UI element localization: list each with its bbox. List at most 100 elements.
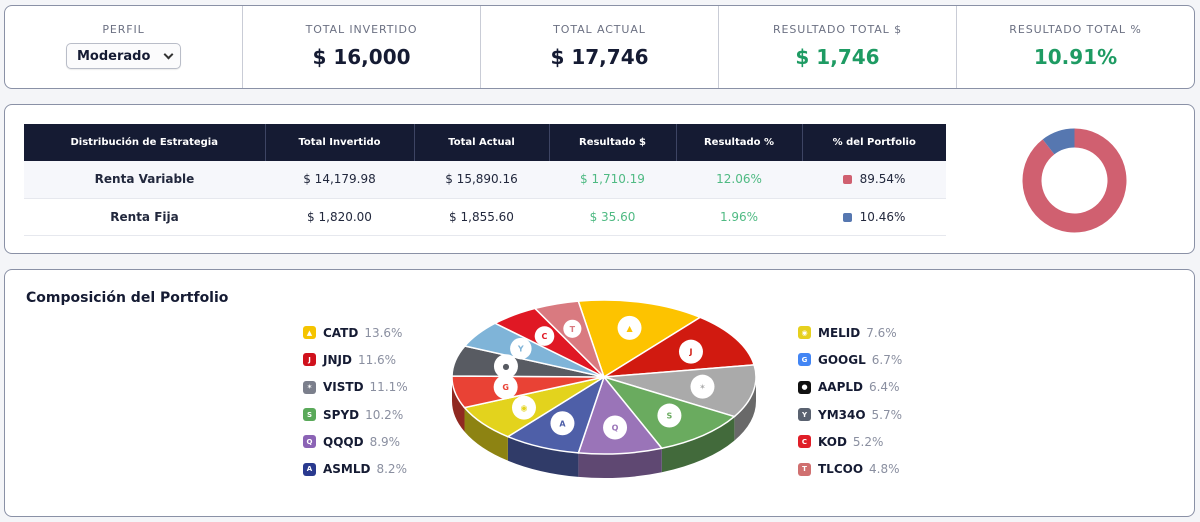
row-portfolio-pct: 10.46% — [859, 209, 906, 224]
legend-item-vistd[interactable]: ✶ VISTD 11.1% — [303, 374, 408, 401]
col-header-result: Resultado $ — [549, 124, 677, 161]
mercadolibre-icon — [511, 395, 536, 420]
row-portfolio-pct: 89.54% — [859, 172, 906, 187]
yum-icon: Y — [798, 408, 811, 422]
pie-logo-glyph: Q — [612, 424, 619, 433]
spdr-icon — [657, 403, 682, 428]
pie-side-melid — [464, 407, 508, 461]
legend-pct: 7.6% — [866, 325, 897, 340]
legend-pct: 4.8% — [869, 462, 900, 477]
profile-label: PERFIL — [102, 23, 145, 36]
composition-card: Composición del Portfolio ▲ CATD 13.6% J JNJ… — [4, 269, 1195, 517]
pie-logo-glyph: G — [502, 383, 509, 392]
legend-item-tlcoo[interactable]: T TLCOO 4.8% — [798, 455, 902, 482]
legend-pct: 8.2% — [376, 462, 407, 477]
legend-pct: 6.4% — [868, 380, 900, 395]
legend-item-googl[interactable]: G GOOGL 6.7% — [798, 346, 902, 373]
composition-title: Composición del Portfolio — [26, 290, 229, 306]
legend-item-qqqd[interactable]: Q QQQD 8.9% — [303, 428, 408, 455]
legend-right: ◉ MELID 7.6% G GOOGL 6.7% ● AAPLD 6.4% Y YM34O 5.7%… — [798, 319, 902, 483]
profile-select-value: Moderado — [77, 48, 151, 64]
pie-logo-glyph: A — [559, 419, 566, 428]
caterpillar-icon — [617, 315, 642, 340]
pie-logo-glyph: ▲ — [626, 324, 633, 333]
spdr-icon: S — [303, 408, 316, 422]
cocacola-icon — [534, 326, 555, 346]
pie-logo-glyph: T — [570, 325, 576, 334]
yum-icon — [510, 337, 532, 360]
pie-slice-jnjd[interactable] — [603, 316, 756, 378]
google-icon — [493, 375, 518, 400]
row-portfolio-pct-cell: 89.54% — [802, 161, 946, 199]
google-icon: G — [798, 353, 811, 367]
row-result: $ 1,710.19 — [549, 161, 676, 199]
legend-item-asmld[interactable]: A ASMLD 8.2% — [303, 455, 408, 482]
table-row: Renta Fija $ 1,820.00 $ 1,855.60 $ 35.60… — [24, 198, 946, 236]
profile-select[interactable]: Moderado — [66, 43, 181, 69]
legend-pct: 11.1% — [369, 380, 408, 395]
legend-item-ym34o[interactable]: Y YM34O 5.7% — [798, 401, 902, 428]
pie-side-vistd — [734, 377, 756, 441]
legend-ticker: VISTD — [323, 380, 364, 395]
legend-item-spyd[interactable]: S SPYD 10.2% — [303, 401, 408, 428]
telecom-icon: T — [798, 462, 811, 476]
summary-card: PERFIL Moderado TOTAL INVERTIDO $ 16,000… — [4, 5, 1195, 89]
legend-ticker: YM34O — [818, 407, 866, 422]
table-header-row: Distribución de Estrategia Total Inverti… — [24, 124, 946, 161]
row-result: $ 35.60 — [549, 198, 676, 236]
donut-slice-renta-variable[interactable] — [1022, 128, 1127, 233]
asml-icon — [550, 411, 575, 436]
legend-item-kod[interactable]: C KOD 5.2% — [798, 428, 902, 455]
donut-slice-renta-fija[interactable] — [1042, 128, 1075, 155]
invesco-icon: Q — [303, 435, 316, 449]
legend-item-melid[interactable]: ◉ MELID 7.6% — [798, 319, 902, 346]
strategy-donut-chart — [1022, 128, 1127, 233]
total-current-metric: TOTAL ACTUAL $ 17,746 — [481, 6, 719, 88]
legend-item-catd[interactable]: ▲ CATD 13.6% — [303, 319, 408, 346]
chevron-down-icon — [163, 49, 174, 59]
pie-slice-tlcoo[interactable] — [533, 300, 605, 378]
total-current-label: TOTAL ACTUAL — [553, 23, 646, 36]
jnj-icon: J — [303, 353, 316, 367]
total-invested-value: $ 16,000 — [312, 45, 411, 69]
legend-pct: 13.6% — [364, 325, 403, 340]
total-result-pct-label: RESULTADO TOTAL % — [1009, 23, 1142, 36]
strategy-table: Distribución de Estrategia Total Inverti… — [24, 124, 946, 236]
legend-item-aapld[interactable]: ● AAPLD 6.4% — [798, 374, 902, 401]
legend-item-jnjd[interactable]: J JNJD 11.6% — [303, 346, 408, 373]
pie-slice-vistd[interactable] — [603, 364, 757, 418]
legend-ticker: ASMLD — [323, 462, 371, 477]
total-result-metric: RESULTADO TOTAL $ $ 1,746 — [719, 6, 957, 88]
total-invested-metric: TOTAL INVERTIDO $ 16,000 — [243, 6, 481, 88]
legend-pct: 6.7% — [871, 352, 903, 367]
legend-ticker: JNJD — [323, 352, 352, 367]
table-row: Renta Variable $ 14,179.98 $ 15,890.16 $… — [24, 161, 946, 199]
vista-icon — [690, 374, 715, 399]
pie-logo-glyph: ● — [502, 362, 509, 371]
pie-slice-catd[interactable] — [577, 299, 702, 379]
mercadolibre-icon: ◉ — [798, 326, 811, 340]
legend-left: ▲ CATD 13.6% J JNJD 11.6% ✶ VISTD 11.1% S SPYD 10.2… — [303, 319, 408, 483]
telecom-icon — [563, 319, 582, 338]
pie-logo-glyph: J — [688, 348, 692, 357]
caterpillar-icon: ▲ — [303, 326, 316, 340]
col-header-invested: Total Invertido — [265, 124, 415, 161]
row-invested: $ 1,820.00 — [265, 198, 414, 236]
legend-ticker: CATD — [323, 325, 359, 340]
total-result-pct-metric: RESULTADO TOTAL % 10.91% — [957, 6, 1194, 88]
pie-side-asmld — [507, 436, 579, 477]
pie-slice-qqqd[interactable] — [577, 375, 664, 455]
legend-ticker: AAPLD — [818, 380, 863, 395]
invesco-icon — [603, 415, 628, 440]
col-header-result-pct: Resultado % — [676, 124, 803, 161]
total-result-label: RESULTADO TOTAL $ — [773, 23, 902, 36]
total-invested-label: TOTAL INVERTIDO — [305, 23, 418, 36]
row-result-pct: 12.06% — [676, 161, 802, 199]
legend-pct: 10.2% — [365, 407, 404, 422]
apple-icon: ● — [798, 380, 811, 394]
pie-logo-glyph: ✶ — [699, 383, 706, 392]
row-strategy-name: Renta Variable — [24, 161, 265, 199]
swatch-renta-fija — [842, 212, 852, 222]
total-result-pct-value: 10.91% — [1033, 45, 1118, 69]
row-strategy-name: Renta Fija — [24, 198, 265, 236]
